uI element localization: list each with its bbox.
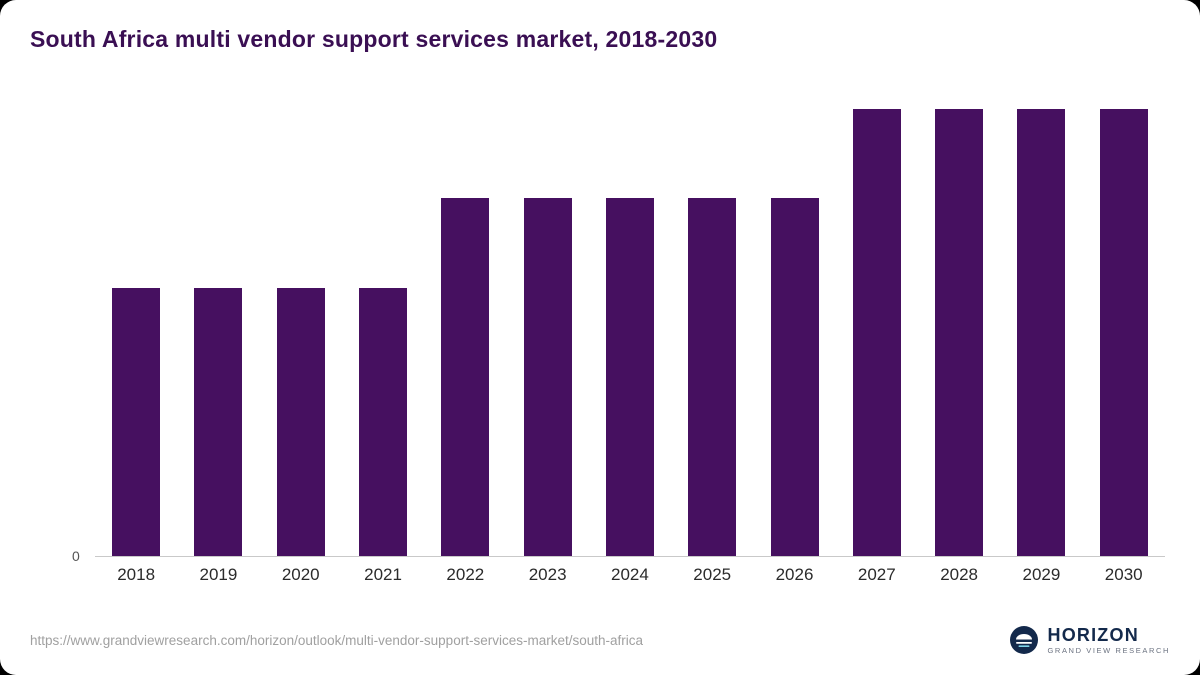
- footer: https://www.grandviewresearch.com/horizo…: [30, 625, 1170, 655]
- x-tick-2019: 2019: [199, 565, 238, 584]
- chart-title: South Africa multi vendor support servic…: [30, 26, 718, 52]
- bar-2022: [441, 198, 490, 556]
- bar-2027: [852, 108, 901, 556]
- bar-2023: [523, 198, 572, 556]
- x-tick-2029: 2029: [1022, 565, 1061, 584]
- bar-2025: [688, 198, 737, 556]
- x-tick-2027: 2027: [857, 565, 896, 584]
- bar-column-2027: [852, 100, 901, 556]
- x-tick-2020: 2020: [281, 565, 320, 584]
- x-tick-2026: 2026: [775, 565, 814, 584]
- x-tick-2021: 2021: [364, 565, 402, 584]
- bar-2030: [1099, 108, 1148, 556]
- bar-column-2020: [276, 100, 325, 556]
- bar-column-2026: [770, 100, 819, 556]
- bar-column-2023: [523, 100, 572, 556]
- y-axis-zero-tick: 0: [72, 548, 80, 564]
- bar-column-2018: [112, 100, 161, 556]
- bar-2029: [1017, 108, 1066, 556]
- brand-name: HORIZON: [1047, 624, 1139, 645]
- bar-column-2021: [359, 100, 408, 556]
- x-tick-2030: 2030: [1104, 565, 1143, 584]
- x-tick-2024: 2024: [611, 565, 649, 584]
- x-tick-2018: 2018: [117, 565, 156, 584]
- source-url[interactable]: https://www.grandviewresearch.com/horizo…: [30, 632, 643, 648]
- brand-subtitle: GRAND VIEW RESEARCH: [1047, 645, 1170, 655]
- bar-column-2028: [935, 100, 984, 556]
- x-axis-labels: 2018 2019 2020 2021 2022 2023 2024 2025 2026 2027…: [95, 565, 1165, 585]
- brand-block: HORIZON GRAND VIEW RESEARCH: [1009, 625, 1171, 655]
- x-tick-2022: 2022: [446, 565, 485, 584]
- bar-column-2019: [194, 100, 243, 556]
- x-tick-2023: 2023: [528, 565, 567, 584]
- plot-area: [95, 100, 1165, 557]
- x-tick-2025: 2025: [693, 565, 732, 584]
- bar-column-2022: [441, 100, 490, 556]
- brand-text: HORIZON GRAND VIEW RESEARCH: [1047, 624, 1171, 655]
- plot-wrap: Market Size (US$B): [95, 100, 1165, 557]
- bar-2024: [605, 198, 654, 556]
- bar-column-2025: [688, 100, 737, 556]
- bar-2019: [194, 287, 243, 556]
- bar-2021: [359, 287, 408, 556]
- bar-column-2024: [605, 100, 654, 556]
- bar-2028: [935, 108, 984, 556]
- x-tick-2028: 2028: [940, 565, 979, 584]
- bar-2026: [770, 198, 819, 556]
- horizon-logo-icon: [1009, 625, 1039, 655]
- bar-column-2030: [1099, 100, 1148, 556]
- bar-column-2029: [1017, 100, 1066, 556]
- bar-2018: [112, 287, 161, 556]
- bar-2020: [276, 287, 325, 556]
